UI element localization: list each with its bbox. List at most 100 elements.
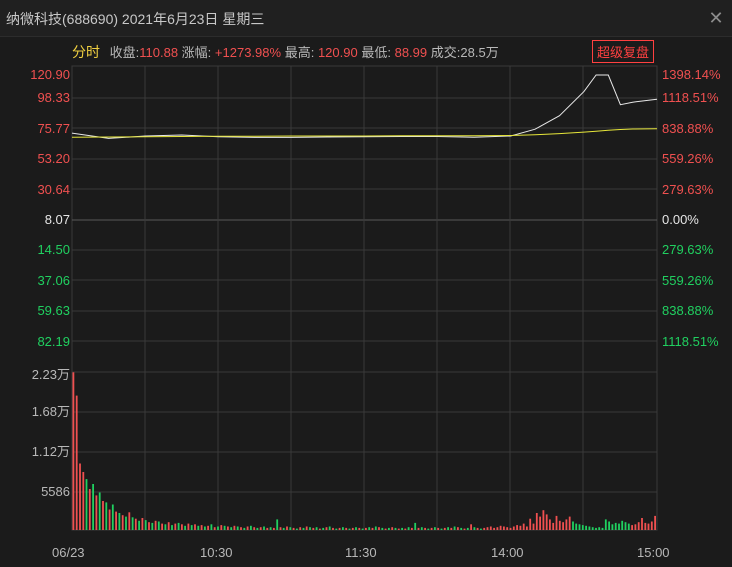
volume-bar (332, 527, 334, 530)
volume-bar (496, 527, 499, 530)
volume-bar (634, 524, 637, 530)
volume-bar (578, 524, 581, 530)
volume-bar (391, 527, 394, 530)
pct-tick: 279.63% (662, 242, 714, 257)
volume-tick: 1.68万 (31, 404, 70, 419)
volume-bar (637, 522, 640, 530)
price-tick: 59.63 (37, 303, 70, 318)
volume-bar (131, 517, 134, 530)
volume-bar (601, 527, 604, 530)
volume-bar (565, 519, 568, 530)
volume-bar (263, 526, 265, 530)
volume-bar (394, 527, 397, 530)
volume-bar (388, 527, 390, 530)
volume-bar (253, 527, 256, 530)
volume-tick: 2.23万 (31, 367, 70, 382)
tab-intraday[interactable]: 分时 (72, 44, 100, 60)
time-tick: 06/23 (52, 545, 85, 560)
volume-bar (493, 527, 495, 530)
pct-tick: 559.26% (662, 151, 714, 166)
volume-bar (213, 527, 216, 530)
volume-bar (463, 528, 466, 530)
price-tick: 75.77 (37, 121, 70, 136)
volume-bar (368, 527, 371, 530)
volume-bar (118, 513, 121, 530)
volume-bar (190, 525, 193, 530)
volume-bar (269, 527, 272, 530)
volume-bar (437, 527, 440, 530)
volume-bar (266, 527, 269, 530)
volume-bar (220, 525, 223, 530)
volume-label: 成交: (430, 45, 461, 60)
volume-bar (358, 527, 361, 530)
volume-bar (217, 526, 219, 530)
volume-bar (315, 527, 318, 530)
volume-tick: 1.12万 (31, 444, 70, 459)
volume-bar (128, 512, 131, 530)
volume-bar (631, 525, 633, 530)
quote-info-bar: 分时 收盘:110.88 涨幅: +1273.98% 最高: 120.90 最低… (72, 42, 499, 66)
volume-bar (598, 527, 601, 530)
volume-bar (568, 516, 571, 530)
volume-bar (243, 527, 246, 530)
volume-bar (407, 527, 410, 530)
volume-bar (614, 522, 617, 530)
volume-bar (92, 484, 94, 530)
volume-bar (233, 525, 236, 530)
volume-bar (654, 515, 656, 530)
price-tick: 8.07 (44, 212, 70, 227)
pct-tick: 1398.14% (662, 67, 721, 82)
volume-bar (621, 520, 624, 530)
close-label: 收盘: (109, 45, 140, 60)
volume-bar (529, 518, 532, 530)
volume-bar (305, 526, 308, 530)
volume-bar (322, 527, 325, 530)
volume-bar (250, 525, 252, 530)
volume-bar (647, 523, 650, 530)
volume-bar (240, 527, 242, 530)
close-value: 110.88 (139, 45, 179, 60)
volume-bar (144, 520, 147, 530)
volume-bar (355, 527, 357, 530)
volume-bar (650, 521, 653, 530)
volume-bar (246, 526, 249, 530)
low-value: 88.99 (394, 45, 428, 60)
volume-bar (460, 527, 463, 530)
volume-bar (499, 525, 502, 530)
volume-bar (453, 526, 456, 530)
volume-bar (154, 520, 157, 530)
volume-bar (273, 527, 275, 530)
volume-bar (187, 523, 190, 530)
volume-bar (345, 527, 348, 530)
volume-bar (440, 528, 443, 530)
volume-bar (430, 527, 433, 530)
volume-bar (282, 527, 285, 530)
volume-bar (200, 525, 203, 530)
volume-value: 28.5万 (460, 45, 499, 60)
avg-price-line (71, 128, 658, 138)
volume-bar (404, 528, 407, 530)
volume-bar (79, 463, 81, 530)
volume-bar (588, 526, 591, 530)
price-tick: 53.20 (37, 151, 70, 166)
volume-bar (608, 521, 610, 530)
volume-bar (230, 527, 233, 530)
volume-bar (151, 522, 154, 530)
volume-bar (342, 527, 344, 530)
volume-bar (227, 526, 229, 530)
volume-bar (512, 526, 515, 530)
volume-bar (397, 528, 400, 530)
close-icon[interactable]: ✕ (708, 8, 724, 28)
volume-bar (259, 527, 262, 530)
volume-bar (161, 523, 163, 530)
volume-bar (121, 515, 124, 530)
time-tick: 10:30 (200, 545, 233, 560)
price-tick: 37.06 (37, 273, 70, 288)
volume-bar (401, 527, 403, 530)
volume-bar (516, 525, 518, 530)
volume-bar (279, 527, 282, 530)
volume-bar (167, 522, 170, 530)
super-replay-button[interactable]: 超级复盘 (592, 40, 655, 63)
price-tick: 120.90 (30, 67, 70, 82)
